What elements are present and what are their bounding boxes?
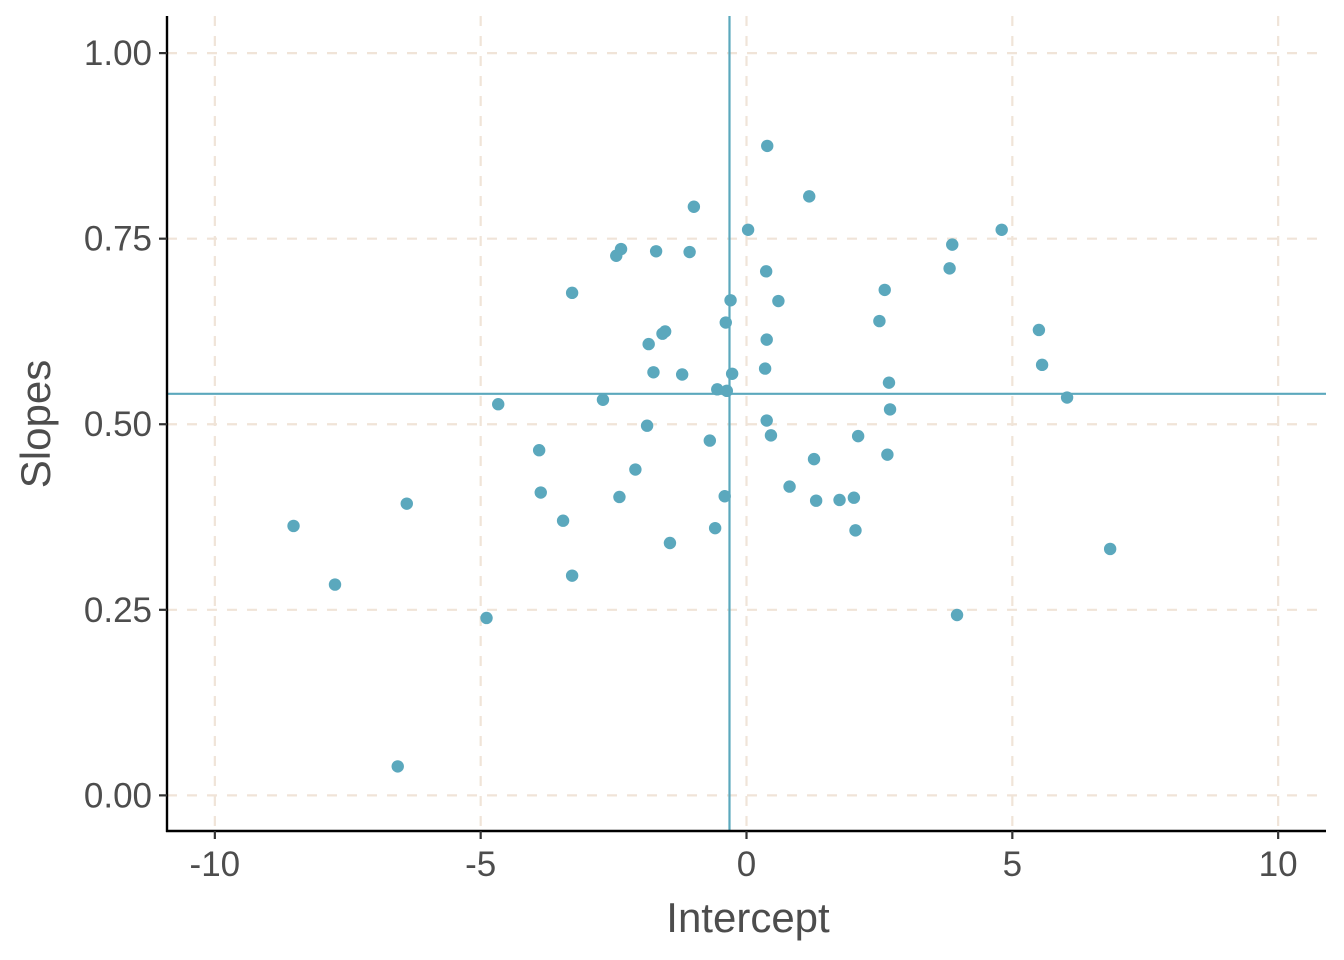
scatter-point (647, 366, 660, 379)
scatter-point (759, 265, 773, 278)
scatter-point (391, 760, 404, 773)
axes (159, 16, 1326, 839)
scatter-point (946, 238, 959, 251)
scatter-point (883, 403, 897, 416)
x-tick-label: 5 (1003, 845, 1022, 884)
grid-lines (167, 16, 1326, 831)
scatter-point (565, 286, 579, 300)
scatter-point (596, 393, 610, 406)
scatter-point (950, 608, 964, 622)
y-tick-label: 0.50 (84, 405, 152, 444)
scatter-point (532, 444, 546, 457)
scatter-point (725, 367, 739, 380)
scatter-point (741, 223, 755, 236)
y-axis-title: Slopes (12, 360, 59, 488)
scatter-point (803, 190, 816, 203)
scatter-point (492, 398, 505, 411)
y-tick-label: 0.75 (84, 220, 152, 259)
scatter-point (1060, 391, 1074, 404)
scatter-point (534, 486, 547, 499)
scatter-point (761, 139, 774, 153)
scatter-point (995, 223, 1008, 236)
scatter-point (649, 245, 663, 258)
scatter-point (683, 245, 696, 259)
scatter-point (772, 294, 785, 308)
scatter-point (1035, 358, 1049, 372)
scatter-point (943, 262, 956, 275)
scatter-point (328, 578, 342, 591)
scatter-point (565, 569, 579, 582)
scatter-point (760, 333, 773, 346)
scatter-point (881, 448, 894, 461)
scatter-point (656, 327, 669, 340)
tick-labels: -10 -5 0 5 10 0.00 0.25 0.50 0.75 1.00 (84, 34, 1298, 884)
scatter-point (663, 536, 677, 550)
scatter-point (809, 494, 823, 507)
reference-lines (167, 16, 1326, 831)
scatter-point (556, 514, 570, 527)
y-tick-label: 1.00 (84, 34, 152, 73)
scatter-point (783, 480, 796, 493)
scatter-point (687, 200, 701, 213)
scatter-point (724, 294, 737, 307)
scatter-point (851, 429, 865, 443)
scatter-point (878, 283, 891, 297)
scatter-point (287, 519, 300, 533)
scatter-point (703, 434, 717, 447)
scatter-point (613, 490, 626, 504)
scatter-point (642, 337, 655, 351)
x-tick-label: -5 (465, 845, 496, 884)
scatter-point (1032, 323, 1046, 337)
scatter-point (873, 314, 886, 328)
y-tick-label: 0.00 (84, 776, 152, 815)
x-tick-label: 0 (737, 845, 756, 884)
scatter-point (758, 362, 772, 375)
scatter-point (718, 490, 731, 503)
scatter-point (764, 429, 778, 442)
scatter-point (711, 383, 724, 396)
scatter-point (640, 419, 654, 432)
scatter-point (1103, 542, 1117, 556)
scatter-point (719, 316, 732, 329)
scatter-point (849, 524, 862, 537)
scatter-point (610, 249, 623, 262)
scatter-point (708, 521, 722, 535)
scatter-point (760, 414, 773, 427)
y-tick-label: 0.25 (84, 591, 152, 630)
scatter-point (400, 497, 413, 510)
scatter-point (847, 491, 861, 504)
scatter-point (720, 384, 734, 398)
x-tick-label: 10 (1259, 845, 1298, 884)
x-axis-title: Intercept (666, 894, 830, 941)
scatter-point (882, 376, 896, 389)
scatter-point (807, 452, 821, 466)
scatter-point (629, 463, 642, 476)
x-tick-label: -10 (190, 845, 241, 884)
scatter-point (480, 611, 493, 625)
scatter-point (675, 368, 689, 381)
data-points (287, 139, 1117, 773)
scatter-point (833, 493, 846, 507)
